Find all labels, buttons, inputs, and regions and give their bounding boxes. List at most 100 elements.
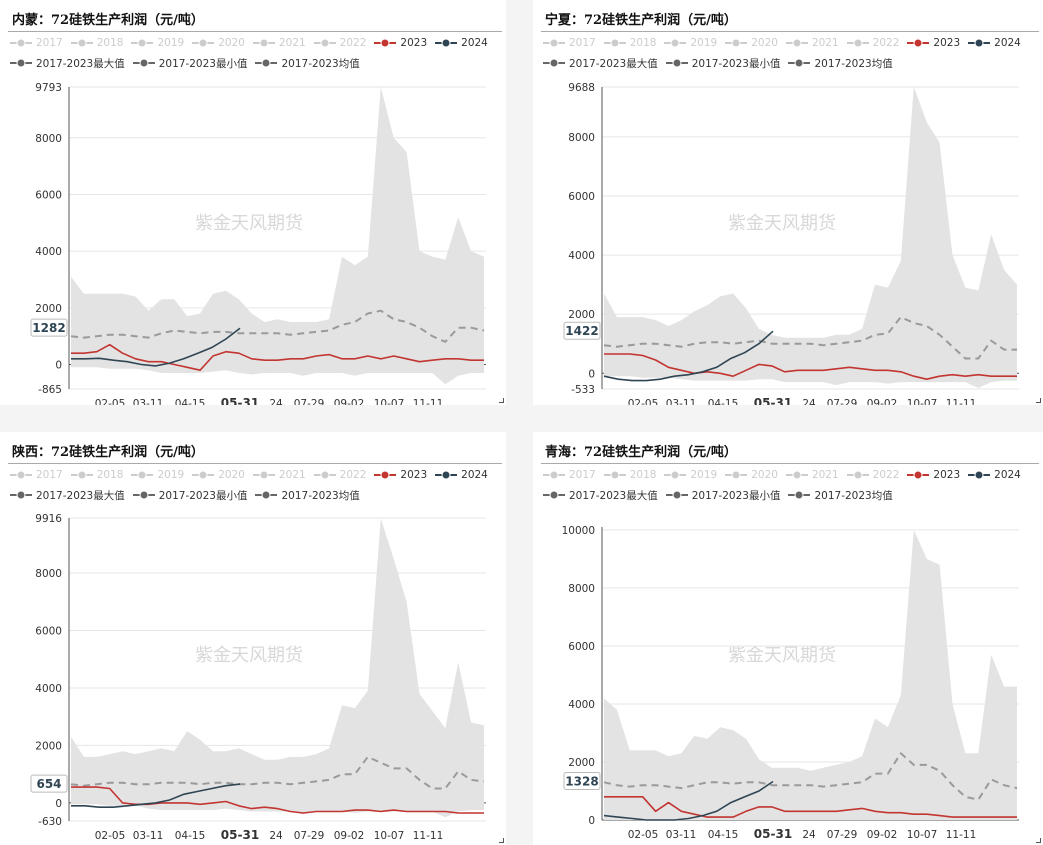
- legend-label: 2017-2023最小值: [158, 489, 248, 502]
- x-tick-label: 02-05: [95, 830, 126, 842]
- legend-label: 2022: [872, 37, 900, 49]
- legend-item-2022[interactable]: 2022: [846, 37, 900, 49]
- legend-aggregates: 2017-2023最大值 2017-2023最小值 2017-2023均值: [10, 487, 368, 503]
- legend-item-2020[interactable]: 2020: [725, 469, 778, 481]
- legend-item-2019[interactable]: 2019: [664, 37, 717, 49]
- legend-item-2022[interactable]: 2022: [846, 469, 899, 481]
- series-range-band: [604, 529, 1017, 820]
- legend-item-2024[interactable]: 2024: [968, 37, 1021, 49]
- legend-item-aggregate-1[interactable]: 2017-2023最小值: [665, 56, 781, 71]
- legend-item-aggregate-0[interactable]: 2017-2023最大值: [10, 488, 125, 503]
- legend-item-2018[interactable]: 2018: [603, 37, 657, 49]
- legend-item-aggregate-0[interactable]: 2017-2023最大值: [543, 56, 658, 71]
- x-tick-label: 10-07: [374, 830, 405, 842]
- legend-label: 2024: [461, 469, 488, 481]
- legend-item-2023[interactable]: 2023: [374, 469, 427, 481]
- legend-item-2017[interactable]: 2017: [543, 37, 596, 49]
- legend-label: 2018: [629, 37, 657, 49]
- legend-item-2018[interactable]: 2018: [70, 37, 124, 49]
- legend-item-2018[interactable]: 2018: [603, 469, 656, 481]
- legend-item-2020[interactable]: 2020: [192, 469, 245, 481]
- legend-item-2021[interactable]: 2021: [785, 37, 839, 49]
- legend-item-aggregate-0[interactable]: 2017-2023最大值: [543, 488, 658, 503]
- y-tick-label: -533: [571, 384, 595, 396]
- legend-marker-icon: [192, 38, 215, 48]
- legend-item-2022[interactable]: 2022: [313, 469, 366, 481]
- legend-item-2024[interactable]: 2024: [968, 469, 1021, 481]
- legend-item-2023[interactable]: 2023: [374, 37, 427, 49]
- legend-marker-icon: [10, 38, 32, 48]
- legend-item-2024[interactable]: 2024: [435, 469, 488, 481]
- x-tick-label: 07-29: [294, 830, 325, 842]
- legend-item-2022[interactable]: 2022: [313, 37, 366, 49]
- legend-item-2019[interactable]: 2019: [131, 37, 184, 49]
- resize-handle-icon[interactable]: [1036, 398, 1041, 403]
- resize-handle-icon[interactable]: [499, 838, 504, 843]
- y-tick-label: 9793: [35, 82, 62, 94]
- y-tick-label: 0: [588, 815, 595, 827]
- legend-label: 2017-2023最小值: [691, 57, 781, 70]
- x-tick-label: 11-11: [413, 830, 444, 842]
- legend-item-2017[interactable]: 2017: [10, 37, 63, 49]
- legend-item-aggregate-2[interactable]: 2017-2023均值: [788, 488, 893, 503]
- legend-marker-icon: [10, 490, 32, 500]
- legend-label: 2017-2023最大值: [36, 489, 125, 502]
- legend-label: 2019: [157, 37, 185, 49]
- legend-item-2024[interactable]: 2024: [435, 37, 488, 49]
- x-tick-label: 02-05: [95, 398, 126, 405]
- legend-item-2021[interactable]: 2021: [252, 469, 306, 481]
- legend-item-aggregate-1[interactable]: 2017-2023最小值: [132, 56, 247, 71]
- chart-panel-neimeng: 内蒙：72硅铁生产利润（元/吨） 2017 2018 2019 2020 2021 202…: [0, 0, 506, 405]
- legend-item-2023[interactable]: 2023: [907, 469, 960, 481]
- chart-panel-shaanxi: 陕西：72硅铁生产利润（元/吨） 2017 2018 2019 2020 2021 202…: [0, 432, 506, 845]
- x-tick-label: 11-11: [946, 829, 977, 841]
- y-tick-label: 9688: [568, 82, 595, 94]
- legend-item-2017[interactable]: 2017: [10, 469, 63, 481]
- legend-label: 2021: [811, 37, 839, 49]
- y-tick-label: 10000: [562, 525, 595, 537]
- legend-item-aggregate-2[interactable]: 2017-2023均值: [788, 56, 893, 71]
- chart-panel-ningxia: 宁夏：72硅铁生产利润（元/吨） 2017 2018 2019 2020 2021 202…: [533, 0, 1043, 405]
- title-divider: [8, 463, 502, 464]
- legend-item-2019[interactable]: 2019: [131, 469, 184, 481]
- x-tick-label: 24: [269, 830, 283, 842]
- x-tick-label: 07-29: [294, 398, 325, 405]
- resize-handle-icon[interactable]: [499, 398, 504, 403]
- series-range-band: [604, 86, 1017, 388]
- legend-item-2020[interactable]: 2020: [192, 37, 245, 49]
- x-tick-label: 09-02: [867, 398, 898, 405]
- series-line-mean: [603, 752, 1018, 801]
- legend-label: 2020: [218, 469, 245, 481]
- legend-marker-icon: [192, 470, 215, 480]
- legend-item-2021[interactable]: 2021: [785, 469, 839, 481]
- legend-marker-icon: [665, 490, 688, 500]
- legend-item-aggregate-1[interactable]: 2017-2023最小值: [132, 488, 248, 503]
- y-tick-label: 6000: [568, 191, 595, 203]
- legend-item-2017[interactable]: 2017: [543, 469, 596, 481]
- x-tick-label: 24: [802, 398, 816, 405]
- legend-item-2020[interactable]: 2020: [725, 37, 778, 49]
- current-value-label: 1282: [32, 321, 65, 335]
- legend-label: 2024: [461, 37, 488, 49]
- y-tick-label: 4000: [35, 683, 62, 695]
- series-range-band: [71, 86, 484, 385]
- legend-item-aggregate-2[interactable]: 2017-2023均值: [255, 56, 360, 71]
- legend-item-2018[interactable]: 2018: [70, 469, 123, 481]
- legend-marker-icon: [907, 470, 930, 480]
- y-tick-label: 8000: [568, 583, 595, 595]
- legend-item-aggregate-0[interactable]: 2017-2023最大值: [10, 56, 125, 71]
- x-tick-label: 05-31: [221, 828, 259, 842]
- y-tick-label: 0: [55, 359, 62, 371]
- resize-handle-icon[interactable]: [1036, 838, 1041, 843]
- legend-item-aggregate-2[interactable]: 2017-2023均值: [255, 488, 360, 503]
- legend-item-2021[interactable]: 2021: [252, 37, 306, 49]
- title-divider: [8, 31, 502, 32]
- legend-item-aggregate-1[interactable]: 2017-2023最小值: [665, 488, 780, 503]
- legend-marker-icon: [374, 470, 397, 480]
- legend-label: 2018: [96, 37, 124, 49]
- chart-plot: 9916 8000 6000 4000 2000 0 -630 02-05 03-11 04-15…: [30, 513, 486, 842]
- legend-marker-icon: [665, 58, 688, 68]
- legend-item-2019[interactable]: 2019: [664, 469, 717, 481]
- y-tick-label: 4000: [568, 250, 595, 262]
- legend-item-2023[interactable]: 2023: [907, 37, 960, 49]
